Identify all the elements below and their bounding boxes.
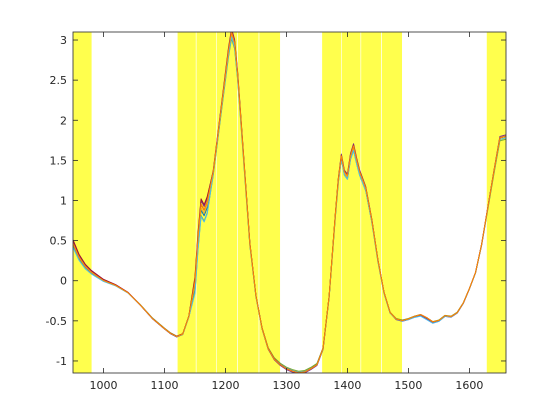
y-tick-label: 0.5 [50, 235, 68, 248]
highlight-band [72, 31, 93, 374]
y-tick-label: -0.5 [46, 315, 67, 328]
axes [72, 31, 507, 374]
highlight-band [237, 31, 260, 374]
highlight-band [381, 31, 403, 374]
axes-box [72, 31, 507, 374]
y-tick-label: 3 [60, 34, 67, 47]
y-tick-label: 2 [60, 114, 67, 127]
y-tick-label: -1 [56, 355, 67, 368]
x-tick-label: 1000 [89, 379, 117, 392]
highlight-bands [72, 31, 507, 374]
highlight-band [341, 31, 362, 374]
x-tick-label: 1600 [455, 379, 483, 392]
highlight-band [321, 31, 342, 374]
tick-labels: 1000 1100 1200 1300 1400 1500 1600 -1 -0.5 0 0.5 1 1… [46, 34, 484, 392]
highlight-band [258, 31, 281, 374]
series-line [73, 32, 506, 373]
y-tick-label: 2.5 [50, 74, 68, 87]
x-tick-label: 1500 [394, 379, 422, 392]
x-tick-label: 1400 [333, 379, 361, 392]
x-tick-label: 1100 [150, 379, 178, 392]
x-tick-label: 1300 [272, 379, 300, 392]
x-tick-label: 1200 [211, 379, 239, 392]
y-tick-label: 1 [60, 194, 67, 207]
y-tick-label: 1.5 [50, 154, 68, 167]
y-tick-label: 0 [60, 275, 67, 288]
highlight-band [360, 31, 382, 374]
highlight-band [216, 31, 238, 374]
